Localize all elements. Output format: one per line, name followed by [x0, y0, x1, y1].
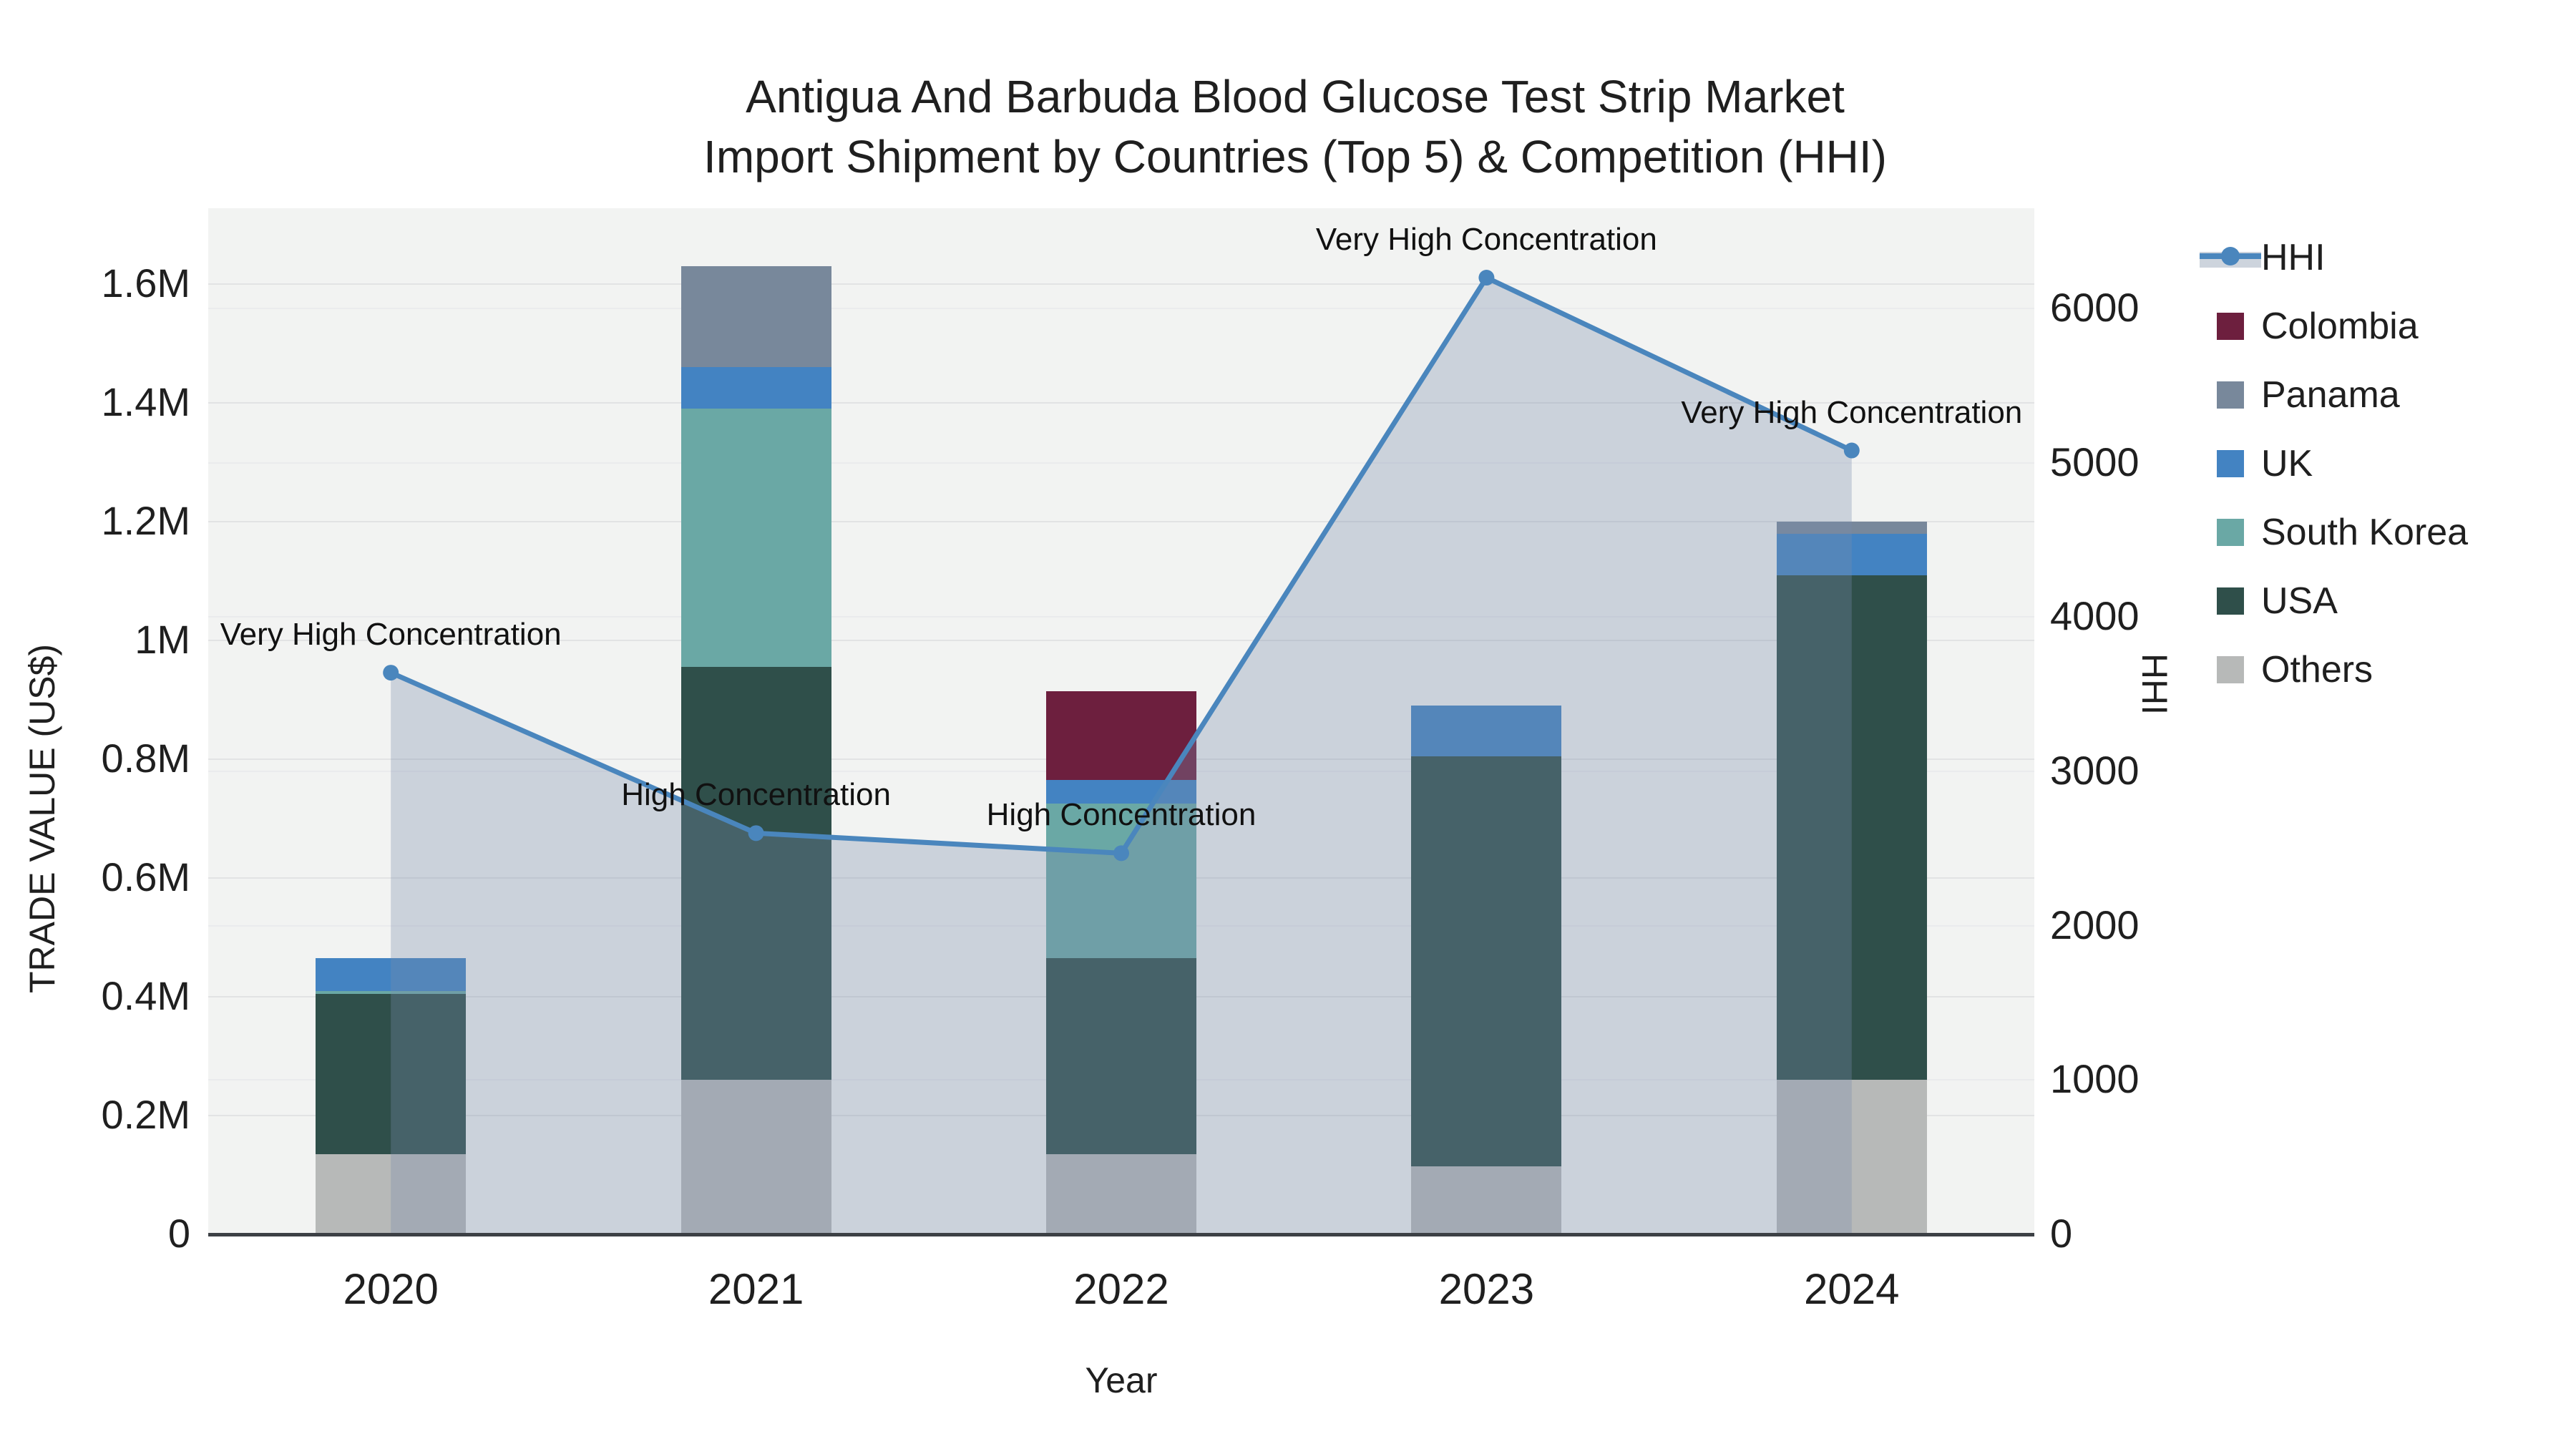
y-left-tick-0.4M: 0.4M [101, 973, 191, 1019]
x-tick-2024: 2024 [1804, 1265, 1900, 1313]
hhi-area-fill [391, 278, 1852, 1234]
legend-item-usa[interactable]: USA [2190, 572, 2576, 630]
bar-usa-2024[interactable] [1776, 575, 1927, 1080]
bar-south-korea-2021[interactable] [680, 409, 831, 668]
x-tick-2023: 2023 [1438, 1265, 1535, 1313]
bar-south-korea-2020[interactable] [316, 990, 467, 994]
annotation-2022: High Concentration [986, 797, 1257, 833]
y-axis-title-left: TRADE VALUE (US$) [22, 643, 62, 993]
y-left-tick-0.6M: 0.6M [101, 854, 191, 900]
y-left-tick-0.2M: 0.2M [101, 1092, 191, 1138]
y-right-tick-6000: 6000 [2050, 285, 2140, 331]
x-tick-2022: 2022 [1073, 1265, 1169, 1313]
gridline-left-1.4 [208, 402, 2034, 404]
legend-swatch-panama [2217, 381, 2244, 409]
y-right-tick-2000: 2000 [2050, 902, 2140, 947]
bar-uk-2020[interactable] [316, 958, 467, 991]
y-left-tick-1.6M: 1.6M [101, 260, 191, 306]
bar-usa-2020[interactable] [316, 993, 467, 1154]
chart-title-line1: Antigua And Barbuda Blood Glucose Test S… [746, 71, 1845, 122]
legend-swatch-others [2217, 656, 2244, 683]
gridline-right-5000 [208, 462, 2034, 464]
legend-swatch-colombia [2217, 313, 2244, 340]
bar-others-2023[interactable] [1411, 1166, 1562, 1234]
legend-label-uk: UK [2261, 443, 2313, 484]
hhi-series-svg [383, 270, 1860, 1234]
legend-item-others[interactable]: Others [2190, 641, 2576, 698]
y-right-tick-4000: 4000 [2050, 593, 2140, 639]
hhi-marker-2024[interactable] [1843, 442, 1860, 459]
gridline-left-1.2 [208, 521, 2034, 523]
y-left-tick-0.8M: 0.8M [101, 736, 191, 781]
bar-colombia-2022[interactable] [1046, 691, 1196, 781]
y-right-tick-1000: 1000 [2050, 1056, 2140, 1102]
legend-swatch-uk [2217, 450, 2244, 477]
hhi-marker-2021[interactable] [748, 825, 764, 841]
bar-others-2022[interactable] [1046, 1153, 1196, 1234]
bar-uk-2021[interactable] [680, 367, 831, 409]
bar-uk-2023[interactable] [1411, 706, 1562, 756]
bar-others-2020[interactable] [316, 1153, 467, 1234]
x-tick-2020: 2020 [343, 1265, 439, 1313]
hhi-legend-sample-icon [2200, 243, 2261, 272]
y-left-tick-1.2M: 1.2M [101, 498, 191, 544]
y-right-tick-5000: 5000 [2050, 439, 2140, 484]
bar-usa-2022[interactable] [1046, 958, 1196, 1154]
annotation-2024: Very High Concentration [1681, 394, 2023, 430]
x-tick-2021: 2021 [708, 1265, 804, 1313]
legend-label-hhi: HHI [2261, 237, 2326, 278]
hhi-marker-2023[interactable] [1478, 270, 1495, 286]
gridline-right-6000 [208, 308, 2034, 310]
annotation-2020: Very High Concentration [220, 617, 562, 653]
bar-usa-2023[interactable] [1411, 756, 1562, 1166]
legend-swatch-usa [2217, 587, 2244, 615]
bar-panama-2021[interactable] [680, 266, 831, 368]
bar-others-2021[interactable] [680, 1080, 831, 1234]
legend-label-south-korea: South Korea [2261, 512, 2469, 553]
hhi-legend-marker-icon [2221, 247, 2240, 265]
gridline-left-1.6 [208, 283, 2034, 286]
y-right-tick-3000: 3000 [2050, 748, 2140, 794]
hhi-marker-2022[interactable] [1113, 845, 1129, 862]
hhi-marker-2020[interactable] [383, 665, 399, 681]
gridline-left-1 [208, 640, 2034, 642]
annotation-2021: High Concentration [621, 777, 891, 813]
legend-label-panama: Panama [2261, 374, 2400, 416]
y-left-tick-1.4M: 1.4M [101, 379, 191, 425]
annotation-2023: Very High Concentration [1315, 222, 1657, 258]
x-axis-title: Year [1085, 1360, 1158, 1400]
x-axis-line [208, 1233, 2034, 1236]
bar-uk-2024[interactable] [1776, 533, 1927, 575]
legend-item-hhi[interactable]: HHI [2190, 229, 2576, 286]
y-left-tick-0: 0 [167, 1211, 190, 1256]
y-axis-title-right: HHI [2135, 653, 2175, 716]
legend-label-colombia: Colombia [2261, 306, 2419, 347]
y-left-tick-1M: 1M [135, 617, 190, 663]
legend-label-usa: USA [2261, 580, 2338, 622]
legend-item-colombia[interactable]: Colombia [2190, 298, 2576, 355]
legend-item-panama[interactable]: Panama [2190, 366, 2576, 424]
bar-others-2024[interactable] [1776, 1080, 1927, 1234]
bar-uk-2022[interactable] [1046, 780, 1196, 804]
bar-usa-2021[interactable] [680, 667, 831, 1080]
legend-item-south-korea[interactable]: South Korea [2190, 504, 2576, 561]
gridline-right-4000 [208, 616, 2034, 618]
legend-swatch-south-korea [2217, 519, 2244, 546]
y-right-tick-0: 0 [2050, 1211, 2073, 1256]
bar-south-korea-2022[interactable] [1046, 804, 1196, 959]
chart-title-line2: Import Shipment by Countries (Top 5) & C… [703, 131, 1887, 182]
bar-panama-2024[interactable] [1776, 522, 1927, 534]
legend-item-uk[interactable]: UK [2190, 435, 2576, 492]
legend-label-others: Others [2261, 649, 2373, 691]
